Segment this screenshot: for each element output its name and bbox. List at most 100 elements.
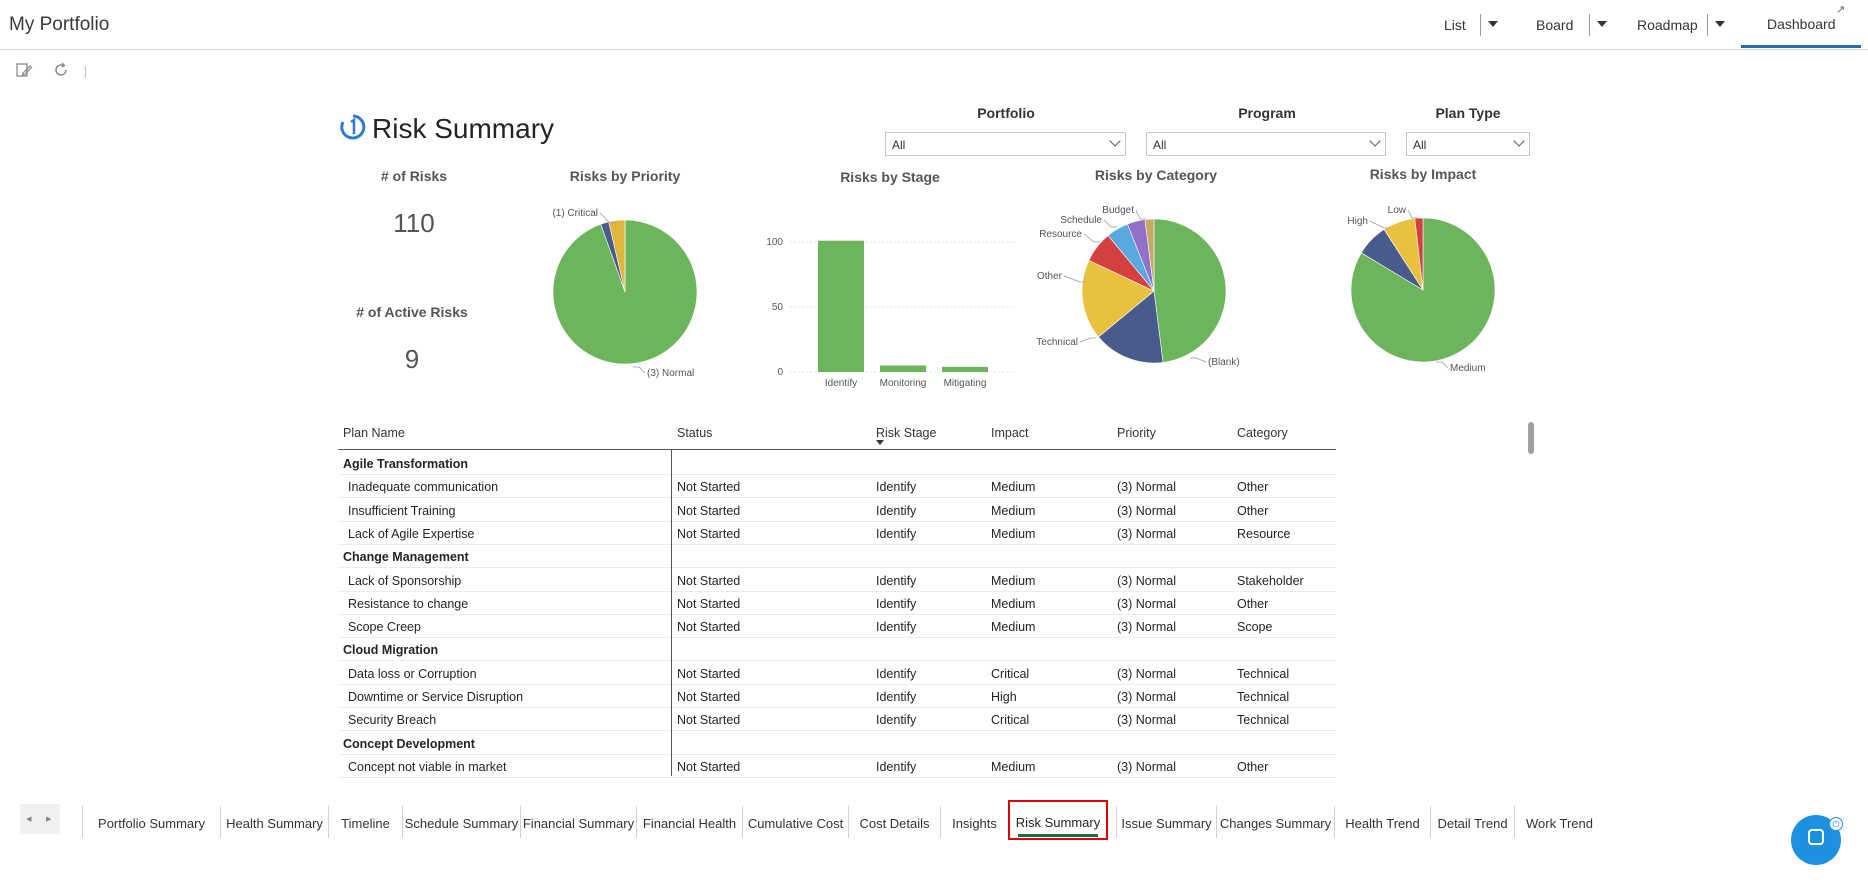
edit-icon[interactable] <box>15 61 33 84</box>
category-label-schedule: Schedule <box>1060 215 1102 226</box>
col-priority[interactable]: Priority <box>1117 426 1156 440</box>
impact-label-low: Low <box>1388 205 1407 216</box>
risk-stage-cell: Identify <box>876 620 917 635</box>
risks-by-priority-chart[interactable]: (1) Critical (3) Normal <box>540 200 720 390</box>
col-category[interactable]: Category <box>1237 426 1288 440</box>
portfolio-slicer[interactable]: All <box>885 132 1126 156</box>
risk-stage-cell: Identify <box>876 713 917 728</box>
table-row[interactable]: Resistance to change Not Started Identify M… <box>338 592 1336 615</box>
col-risk-stage[interactable]: Risk Stage <box>876 426 937 440</box>
pie-slice-technical[interactable] <box>1098 290 1164 364</box>
table-group-row[interactable]: Concept Development <box>338 732 1336 755</box>
table-scrollbar[interactable] <box>1528 422 1534 454</box>
impact-label-medium: Medium <box>1450 363 1486 374</box>
plan-type-slicer[interactable]: All <box>1406 132 1530 156</box>
status-cell: Not Started <box>677 713 741 728</box>
table-row[interactable]: Security Breach Not Started Identify Critic… <box>338 708 1336 732</box>
plan-name-cell: Insufficient Training <box>348 503 456 518</box>
tab-work-trend[interactable]: Work Trend <box>1514 806 1604 838</box>
plan-name-cell: Resistance to change <box>348 596 469 611</box>
risks-by-category-chart[interactable]: (Blank) Technical Other Resource ScheduleBud… <box>1030 200 1280 390</box>
table-group-row[interactable]: Cloud Migration <box>338 638 1336 662</box>
category-label-resource: Resource <box>1039 229 1082 240</box>
roadmap-dropdown-icon[interactable] <box>1707 14 1729 36</box>
tab-detail-trend[interactable]: Detail Trend <box>1430 806 1514 838</box>
nav-dashboard[interactable]: Dashboard <box>1767 16 1836 32</box>
program-slicer[interactable]: All <box>1146 132 1386 156</box>
risks-by-impact-chart[interactable]: High Low Medium <box>1340 200 1530 390</box>
col-impact[interactable]: Impact <box>991 426 1029 440</box>
tab-financial-health[interactable]: Financial Health <box>636 806 742 838</box>
col-plan-name[interactable]: Plan Name <box>343 426 405 440</box>
table-group-row[interactable]: Agile Transformation <box>338 452 1336 475</box>
table-group-row[interactable]: Change Management <box>338 545 1336 569</box>
col-status[interactable]: Status <box>677 426 713 440</box>
category-label-technical-leader <box>1079 337 1096 343</box>
category-cell: Resource <box>1237 526 1291 541</box>
tab-schedule-summary[interactable]: Schedule Summary <box>402 806 520 838</box>
tab-insights[interactable]: Insights <box>940 806 1008 838</box>
risk-stage-cell: Identify <box>876 526 917 541</box>
tab-changes-summary[interactable]: Changes Summary <box>1216 806 1334 838</box>
tab-health-trend[interactable]: Health Trend <box>1334 806 1430 838</box>
list-dropdown-icon[interactable] <box>1480 14 1502 36</box>
category-cell: Other <box>1237 759 1269 774</box>
status-cell: Not Started <box>677 666 741 681</box>
tab-health-summary[interactable]: Health Summary <box>220 806 328 838</box>
category-cell: Other <box>1237 480 1269 495</box>
portfolio-slicer-value: All <box>892 138 906 152</box>
plan-name-cell: Lack of Agile Expertise <box>348 526 475 541</box>
program-slicer-value: All <box>1153 138 1167 152</box>
pie-slice-other[interactable] <box>1081 259 1155 338</box>
bar-monitoring[interactable] <box>880 365 926 373</box>
tab-cumulative-cost[interactable]: Cumulative Cost <box>742 806 848 838</box>
table-row[interactable]: Concept not viable in market Not Started I… <box>338 755 1336 778</box>
table-row[interactable]: Lack of Agile Expertise Not Started Identi… <box>338 522 1336 545</box>
group-name-cell: Agile Transformation <box>343 457 469 471</box>
priority-cell: (3) Normal <box>1117 573 1177 588</box>
bar-mitigating[interactable] <box>942 366 988 372</box>
nav-list[interactable]: List <box>1444 17 1466 33</box>
power-icon: ⏻ <box>1829 817 1843 831</box>
impact-label-high: High <box>1347 216 1368 227</box>
y-tick-label: 50 <box>772 302 784 313</box>
category-label-schedule-leader <box>1103 219 1117 228</box>
table-row[interactable]: Downtime or Service Disruption Not Starte… <box>338 685 1336 708</box>
board-dropdown-icon[interactable] <box>1589 14 1611 36</box>
risk-stage-cell: Identify <box>876 596 917 611</box>
tab-financial-summary[interactable]: Financial Summary <box>520 806 636 838</box>
chevron-right-icon[interactable]: ▸ <box>46 813 52 825</box>
pie-slice--blank-[interactable] <box>1153 218 1227 363</box>
table-row[interactable]: Data loss or Corruption Not Started Identi… <box>338 662 1336 685</box>
expand-icon[interactable]: ↗ <box>1836 4 1846 16</box>
tab-scroll-controls[interactable]: ◂ ▸ <box>20 804 60 834</box>
table-row[interactable]: Inadequate communication Not Started Ident… <box>338 475 1336 499</box>
risks-by-impact-title: Risks by Impact <box>1369 166 1477 182</box>
chevron-down-icon <box>1109 135 1121 147</box>
bar-identify[interactable] <box>818 240 864 372</box>
category-cell: Technical <box>1237 690 1290 704</box>
refresh-icon[interactable] <box>52 61 70 84</box>
impact-cell: Medium <box>991 620 1036 635</box>
risks-by-stage-chart[interactable]: 0 50 100 Identify Monitoring Mitigating <box>760 215 1020 390</box>
top-bar: My Portfolio List Board Roadmap Dashboar… <box>0 0 1868 50</box>
pie-slice-critical[interactable] <box>1414 217 1424 291</box>
tab-cost-details[interactable]: Cost Details <box>848 806 940 838</box>
chevron-left-icon[interactable]: ◂ <box>26 813 32 825</box>
risks-by-stage-title: Risks by Stage <box>840 169 940 185</box>
tab-issue-summary[interactable]: Issue Summary <box>1116 806 1216 838</box>
pie-slice-misc[interactable] <box>1144 218 1155 292</box>
table-row[interactable]: Scope Creep Not Started Identify Medium (3) … <box>338 615 1336 639</box>
table-row[interactable]: Insufficient Training Not Started Identify… <box>338 499 1336 522</box>
table-row[interactable]: Lack of Sponsorship Not Started Identify Me… <box>338 569 1336 592</box>
tab-risk-summary[interactable]: Risk Summary <box>1008 800 1108 840</box>
tab-portfolio-summary[interactable]: Portfolio Summary <box>82 806 220 838</box>
assistant-button[interactable]: ⏻ <box>1791 815 1843 865</box>
priority-label-normal-leader <box>633 366 646 374</box>
nav-roadmap[interactable]: Roadmap <box>1637 17 1698 33</box>
nav-board[interactable]: Board <box>1536 17 1574 33</box>
tab-timeline[interactable]: Timeline <box>328 806 402 838</box>
category-cell: Other <box>1237 503 1269 518</box>
impact-cell: High <box>991 690 1017 704</box>
priority-cell: (3) Normal <box>1117 713 1177 728</box>
